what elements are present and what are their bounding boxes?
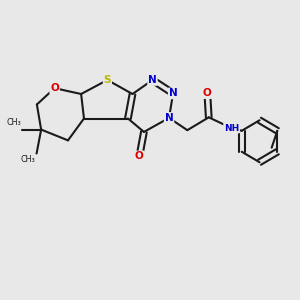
Text: N: N (148, 75, 157, 85)
Text: N: N (165, 113, 173, 123)
Text: O: O (135, 152, 144, 161)
Text: CH₃: CH₃ (20, 155, 35, 164)
Text: O: O (203, 88, 212, 98)
Text: NH: NH (224, 124, 239, 133)
Text: N: N (169, 88, 177, 98)
Text: CH₃: CH₃ (6, 118, 21, 127)
Text: S: S (103, 75, 111, 85)
Text: O: O (50, 83, 59, 93)
